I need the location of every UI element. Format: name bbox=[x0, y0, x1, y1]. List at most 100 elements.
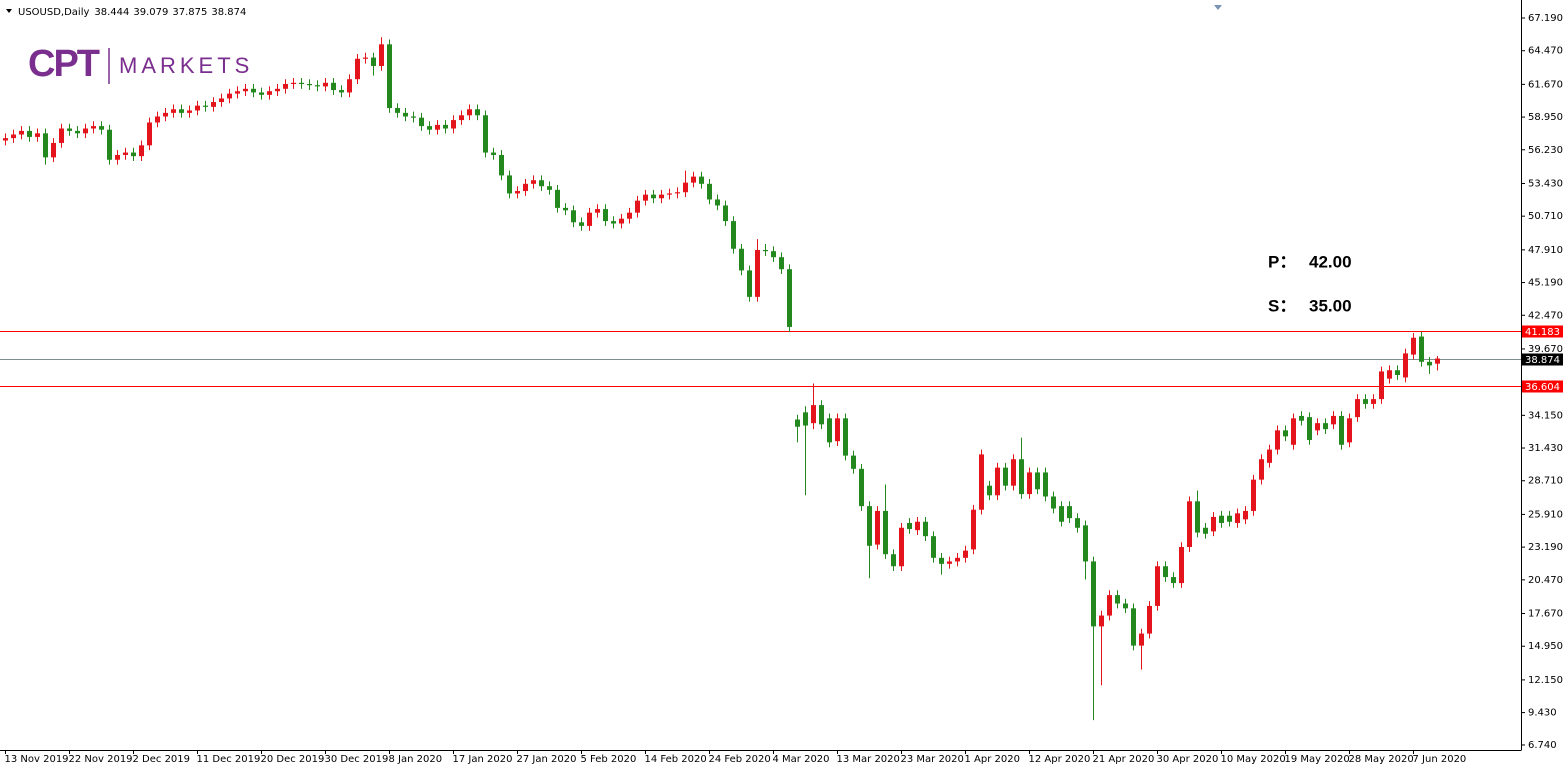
header: USOUSD,Daily 38.444 39.079 37.875 38.874 bbox=[18, 7, 246, 18]
candle-body bbox=[275, 88, 280, 92]
candle-body bbox=[611, 221, 616, 224]
candle-body bbox=[835, 418, 840, 442]
candle-body bbox=[1427, 361, 1432, 366]
candle-body bbox=[1131, 608, 1136, 646]
candle-body bbox=[1371, 399, 1376, 404]
candle-body bbox=[867, 506, 872, 546]
x-tick-label: 1 Apr 2020 bbox=[965, 754, 1020, 765]
price-label: 38.874 bbox=[1525, 355, 1560, 366]
candle-body bbox=[739, 248, 744, 271]
candle-body bbox=[211, 102, 216, 107]
candle-body bbox=[843, 418, 848, 456]
y-tick-label: 64.470 bbox=[1528, 46, 1563, 57]
candle-body bbox=[3, 138, 8, 141]
y-tick-label: 9.430 bbox=[1528, 708, 1557, 719]
header-low: 37.875 bbox=[172, 7, 207, 18]
candle-body bbox=[827, 418, 832, 443]
x-tick-label: 2 Dec 2019 bbox=[133, 754, 191, 765]
candle-body bbox=[1227, 515, 1232, 522]
candle-body bbox=[507, 175, 512, 194]
candle-body bbox=[395, 108, 400, 113]
x-tick-label: 11 Dec 2019 bbox=[197, 754, 261, 765]
candle-body bbox=[795, 419, 800, 427]
candle-body bbox=[619, 218, 624, 224]
candle-body bbox=[1171, 577, 1176, 584]
candle-body bbox=[899, 527, 904, 567]
x-tick-label: 17 Jan 2020 bbox=[453, 754, 513, 765]
candle-body bbox=[531, 180, 536, 184]
y-tick-label: 58.950 bbox=[1528, 112, 1563, 123]
header-high: 39.079 bbox=[133, 7, 168, 18]
candle-body bbox=[163, 112, 168, 117]
candle-body bbox=[427, 126, 432, 130]
candle-body bbox=[1187, 501, 1192, 548]
candle-body bbox=[347, 79, 352, 93]
header-open: 38.444 bbox=[94, 7, 129, 18]
header-close: 38.874 bbox=[211, 7, 246, 18]
candle-body bbox=[1107, 595, 1112, 616]
candle-body bbox=[971, 509, 976, 550]
candle-body bbox=[371, 57, 376, 66]
candle-body bbox=[627, 212, 632, 219]
candle-body bbox=[1243, 510, 1248, 520]
symbol-title: USOUSD,Daily bbox=[18, 7, 89, 18]
candle-body bbox=[1139, 633, 1144, 646]
y-tick-label: 47.910 bbox=[1528, 245, 1563, 256]
candle-body bbox=[1339, 415, 1344, 445]
candle-body bbox=[35, 133, 40, 137]
candle-body bbox=[811, 405, 816, 424]
candle-body bbox=[1411, 337, 1416, 355]
x-tick-label: 5 Feb 2020 bbox=[581, 754, 637, 765]
y-tick-label: 17.670 bbox=[1528, 609, 1563, 620]
price-label-box bbox=[1522, 380, 1563, 393]
candle-body bbox=[1075, 518, 1080, 528]
x-tick-label: 23 Mar 2020 bbox=[901, 754, 964, 765]
candle-body bbox=[475, 109, 480, 116]
candle-body bbox=[227, 93, 232, 99]
candle-body bbox=[859, 468, 864, 507]
candle-body bbox=[747, 270, 752, 297]
candle-body bbox=[387, 44, 392, 109]
candle-body bbox=[139, 145, 144, 157]
candle-body bbox=[1347, 418, 1352, 443]
candle-body bbox=[1395, 370, 1400, 376]
candle-body bbox=[963, 550, 968, 558]
y-tick-label: 6.740 bbox=[1528, 740, 1557, 751]
candle-body bbox=[379, 44, 384, 66]
x-tick-label: 22 Nov 2019 bbox=[69, 754, 133, 765]
candle-body bbox=[643, 194, 648, 201]
y-tick-label: 39.670 bbox=[1528, 344, 1563, 355]
header-icon bbox=[6, 9, 12, 13]
candle-body bbox=[155, 116, 160, 123]
candle-body bbox=[699, 176, 704, 184]
candle-body bbox=[667, 193, 672, 195]
candle-body bbox=[411, 116, 416, 118]
candle-body bbox=[1067, 506, 1072, 519]
candle-body bbox=[1099, 615, 1104, 627]
shift-marker bbox=[1214, 5, 1222, 10]
candle-body bbox=[1051, 496, 1056, 509]
candle-body bbox=[659, 194, 664, 199]
candle-body bbox=[635, 200, 640, 213]
candle-body bbox=[1059, 506, 1064, 522]
candle-body bbox=[707, 183, 712, 200]
candle-body bbox=[179, 109, 184, 113]
price-label-box bbox=[1522, 325, 1563, 338]
price-label-box bbox=[1522, 353, 1563, 366]
candle-body bbox=[851, 455, 856, 469]
x-tick-label: 13 Nov 2019 bbox=[5, 754, 69, 765]
candle-body bbox=[1091, 561, 1096, 627]
candle-body bbox=[107, 129, 112, 160]
y-tick-label: 31.430 bbox=[1528, 443, 1563, 454]
candle-body bbox=[419, 117, 424, 127]
x-tick-label: 12 Apr 2020 bbox=[1029, 754, 1091, 765]
candle-body bbox=[123, 152, 128, 155]
candle-body bbox=[1291, 418, 1296, 445]
candle-body bbox=[915, 521, 920, 531]
candle-body bbox=[779, 257, 784, 270]
candle-body bbox=[651, 194, 656, 199]
candle-body bbox=[339, 90, 344, 93]
candle-body bbox=[1299, 415, 1304, 421]
price-lines bbox=[0, 331, 1521, 387]
candle-body bbox=[403, 112, 408, 117]
